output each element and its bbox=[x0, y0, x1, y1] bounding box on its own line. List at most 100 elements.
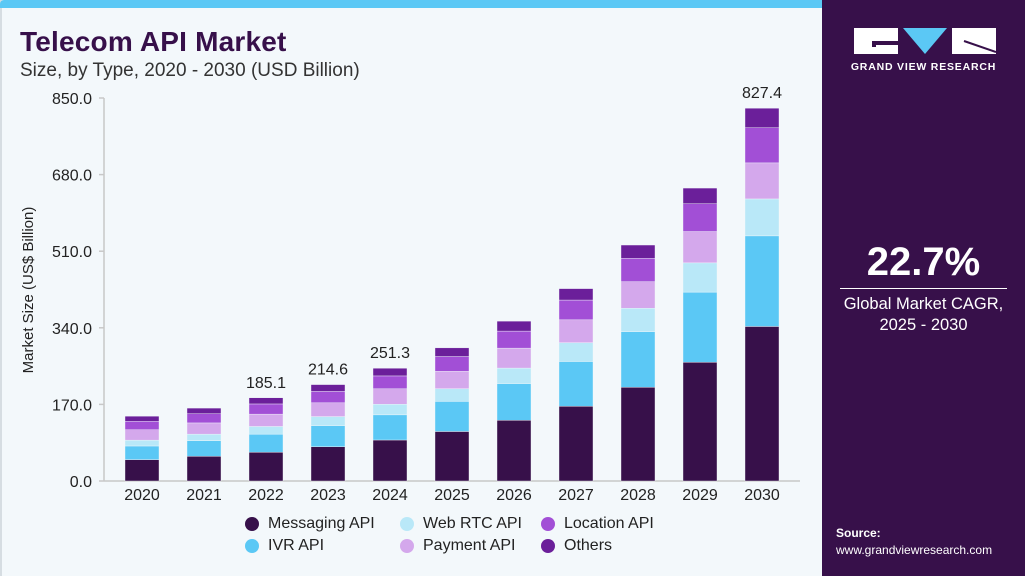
bar-segment-location-api-2029 bbox=[682, 203, 718, 232]
x-tick-label: 2021 bbox=[186, 487, 222, 504]
bar-segment-payment-api-2023 bbox=[310, 402, 346, 417]
brand-name: GRAND VIEW RESEARCH bbox=[850, 61, 997, 73]
bar-segment-location-api-2026 bbox=[496, 330, 532, 349]
y-tick-label: 170.0 bbox=[52, 397, 92, 414]
divider bbox=[840, 288, 1007, 289]
bar-segment-others-2020 bbox=[124, 415, 160, 422]
legend-item: Web RTC API bbox=[400, 515, 522, 533]
bar-segment-ivr-api-2025 bbox=[434, 401, 470, 432]
bar-segment-location-api-2022 bbox=[248, 403, 284, 415]
bar-segment-location-api-2025 bbox=[434, 356, 470, 372]
x-tick-label: 2030 bbox=[744, 487, 780, 504]
data-label: 214.6 bbox=[308, 362, 348, 379]
bar-segment-ivr-api-2026 bbox=[496, 383, 532, 421]
page-subtitle: Size, by Type, 2020 - 2030 (USD Billion) bbox=[20, 60, 360, 81]
bar-segment-messaging-api-2025 bbox=[434, 431, 470, 482]
y-tick-label: 850.0 bbox=[52, 91, 92, 108]
bar-segment-ivr-api-2030 bbox=[744, 235, 780, 327]
y-tick-label: 510.0 bbox=[52, 244, 92, 261]
legend-item: IVR API bbox=[245, 537, 324, 555]
bar-segment-payment-api-2029 bbox=[682, 231, 718, 264]
bar-segment-web-rtc-api-2022 bbox=[248, 426, 284, 435]
bar-segment-ivr-api-2021 bbox=[186, 440, 222, 457]
data-label: 827.4 bbox=[742, 85, 782, 102]
bar-segment-others-2024 bbox=[372, 368, 408, 377]
legend-label: Web RTC API bbox=[423, 515, 522, 532]
x-tick-label: 2024 bbox=[372, 487, 408, 504]
bar-segment-messaging-api-2024 bbox=[372, 439, 408, 482]
legend-swatch-icon bbox=[400, 539, 414, 553]
bar-segment-location-api-2030 bbox=[744, 127, 780, 164]
data-label: 185.1 bbox=[246, 375, 286, 392]
bar-segment-web-rtc-api-2025 bbox=[434, 388, 470, 402]
legend-item: Messaging API bbox=[245, 515, 375, 533]
bar-segment-payment-api-2028 bbox=[620, 281, 656, 309]
x-tick-label: 2029 bbox=[682, 487, 718, 504]
grand-view-research-logo bbox=[854, 28, 996, 54]
bar-segment-messaging-api-2023 bbox=[310, 446, 346, 482]
bar-segment-ivr-api-2024 bbox=[372, 414, 408, 441]
bar-segment-messaging-api-2026 bbox=[496, 420, 532, 482]
legend-swatch-icon bbox=[245, 517, 259, 531]
bar-segment-web-rtc-api-2027 bbox=[558, 342, 594, 362]
bar-segment-others-2023 bbox=[310, 384, 346, 392]
legend-swatch-icon bbox=[400, 517, 414, 531]
x-tick-label: 2025 bbox=[434, 487, 470, 504]
x-tick-label: 2026 bbox=[496, 487, 532, 504]
y-tick-label: 340.0 bbox=[52, 321, 92, 338]
bar-segment-messaging-api-2028 bbox=[620, 387, 656, 482]
source-label: Source: bbox=[836, 526, 881, 540]
bar-segment-messaging-api-2021 bbox=[186, 456, 222, 482]
bar-segment-location-api-2024 bbox=[372, 375, 408, 390]
bar-segment-payment-api-2022 bbox=[248, 413, 284, 427]
bar-segment-messaging-api-2029 bbox=[682, 361, 718, 482]
legend-swatch-icon bbox=[541, 539, 555, 553]
bar-segment-location-api-2020 bbox=[124, 421, 160, 430]
stacked-bar-chart: 0.0 170.0 340.0 510.0 680.0 850.0 Market Size … bbox=[20, 85, 800, 504]
info-sidebar: GRAND VIEW RESEARCH 22.7% Global Market … bbox=[822, 0, 1025, 576]
x-tick-label: 2023 bbox=[310, 487, 346, 504]
cagr-label-line1: Global Market CAGR, bbox=[843, 295, 1004, 313]
bar-segment-others-2021 bbox=[186, 407, 222, 414]
accent-bar bbox=[0, 0, 822, 8]
x-tick-label: 2020 bbox=[124, 487, 160, 504]
y-axis-title: Market Size (US$ Billion) bbox=[20, 207, 37, 374]
bar-segment-web-rtc-api-2021 bbox=[186, 433, 222, 441]
bar-segment-others-2027 bbox=[558, 288, 594, 301]
bar-segment-location-api-2027 bbox=[558, 299, 594, 321]
bar-segment-payment-api-2021 bbox=[186, 422, 222, 435]
bar-segment-messaging-api-2027 bbox=[558, 406, 594, 482]
legend-label: Messaging API bbox=[268, 515, 375, 532]
bar-segment-payment-api-2025 bbox=[434, 371, 470, 389]
bar-segment-others-2026 bbox=[496, 320, 532, 332]
bar-segment-messaging-api-2030 bbox=[744, 326, 780, 482]
legend-label: Location API bbox=[564, 515, 654, 532]
bar-segment-web-rtc-api-2029 bbox=[682, 262, 718, 293]
bar-segment-others-2025 bbox=[434, 347, 470, 357]
x-tick-label: 2027 bbox=[558, 487, 594, 504]
bar-segment-location-api-2023 bbox=[310, 391, 346, 404]
bar-segment-messaging-api-2022 bbox=[248, 451, 284, 482]
y-tick-label: 680.0 bbox=[52, 168, 92, 185]
bar-segment-messaging-api-2020 bbox=[124, 459, 160, 482]
bar-segment-web-rtc-api-2024 bbox=[372, 404, 408, 416]
bar-segment-payment-api-2027 bbox=[558, 319, 594, 343]
bar-segment-payment-api-2030 bbox=[744, 162, 780, 200]
legend-swatch-icon bbox=[245, 539, 259, 553]
cagr-label-line2: 2025 - 2030 bbox=[879, 316, 968, 334]
legend-item: Others bbox=[541, 537, 612, 555]
legend-item: Payment API bbox=[400, 537, 516, 555]
bar-segment-ivr-api-2022 bbox=[248, 433, 284, 453]
bar-segment-web-rtc-api-2030 bbox=[744, 198, 780, 237]
bar-segment-location-api-2028 bbox=[620, 258, 656, 282]
legend-item: Location API bbox=[541, 515, 654, 533]
bar-segment-others-2029 bbox=[682, 187, 718, 204]
bar-segment-location-api-2021 bbox=[186, 413, 222, 424]
bar-segment-payment-api-2020 bbox=[124, 429, 160, 441]
bar-segment-ivr-api-2028 bbox=[620, 331, 656, 388]
cagr-value: 22.7% bbox=[866, 240, 981, 284]
bar-segment-web-rtc-api-2023 bbox=[310, 416, 346, 426]
source-link[interactable]: www.grandviewresearch.com bbox=[836, 543, 993, 557]
bar-segment-ivr-api-2023 bbox=[310, 425, 346, 447]
bar-segment-web-rtc-api-2028 bbox=[620, 308, 656, 332]
